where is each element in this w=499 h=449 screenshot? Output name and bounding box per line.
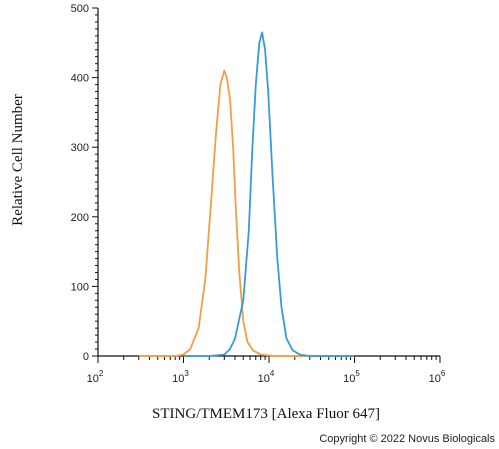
y-axis-title: Relative Cell Number: [10, 94, 26, 226]
copyright-notice: Copyright © 2022 Novus Biologicals: [319, 433, 495, 445]
series-layer: [138, 31, 355, 357]
x-tick-label: 103: [172, 369, 189, 385]
series-line-1: [138, 69, 355, 357]
x-axis-title: STING/TMEM173 [Alexa Fluor 647]: [152, 406, 380, 422]
x-tick-label: 104: [258, 369, 275, 385]
x-tick-label: 105: [343, 369, 360, 385]
y-tick-label: 400: [71, 73, 89, 85]
x-tick-label: 102: [87, 369, 104, 385]
series-line-2: [183, 31, 355, 357]
x-tick-label: 106: [429, 369, 446, 385]
y-tick-label: 300: [71, 142, 89, 154]
y-tick-label: 0: [83, 351, 89, 363]
y-tick-label: 100: [71, 281, 89, 293]
y-tick-label: 500: [71, 3, 89, 15]
y-tick-label: 200: [71, 212, 89, 224]
